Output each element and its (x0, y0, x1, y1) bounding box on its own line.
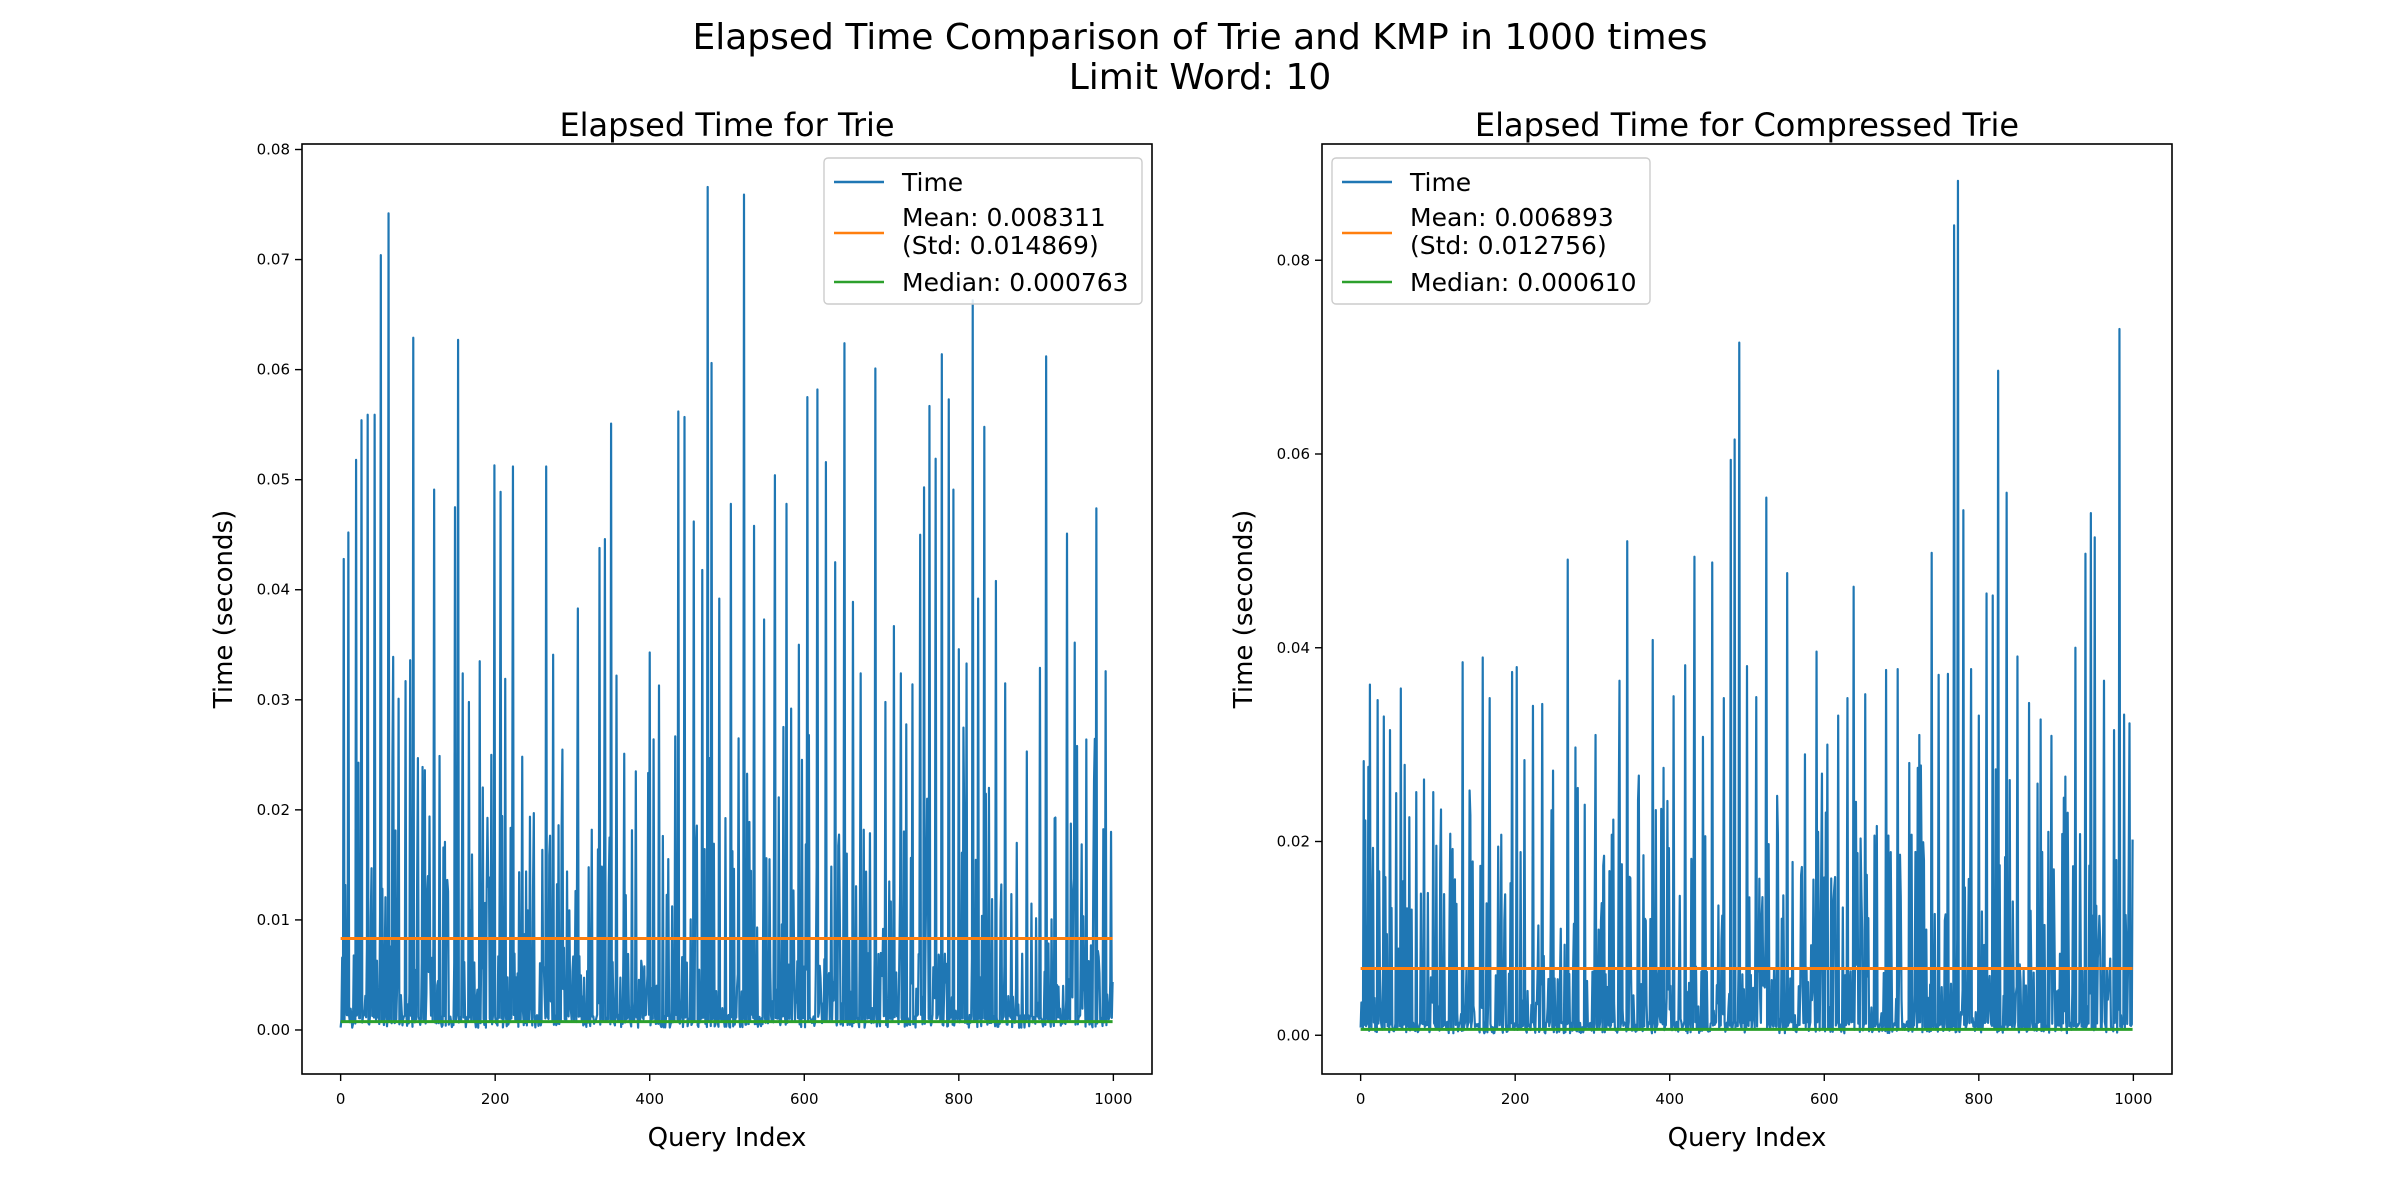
panel1-axes-frame (301, 143, 1153, 1075)
panel1-xtick-label: 400 (635, 1090, 664, 1108)
panel1-ytick-label: 0.07 (257, 251, 290, 269)
panel2-ytick-label: 0.02 (1277, 833, 1310, 851)
panel2-xtick-label: 1000 (2114, 1090, 2152, 1108)
panel1-xtick-label: 600 (790, 1090, 819, 1108)
panel2-xtick-label: 0 (1356, 1090, 1366, 1108)
panel1-ytick-label: 0.06 (257, 361, 290, 379)
panel1-ytick-label: 0.04 (257, 581, 290, 599)
panel2-title: Elapsed Time for Compressed Trie (1475, 106, 2019, 144)
panel1-ytick-label: 0.05 (257, 471, 290, 489)
panel2-legend-label-mean: (Std: 0.012756) (1410, 231, 1607, 260)
panel1-legend-box (823, 157, 1143, 305)
panel1-ytick-label: 0.03 (257, 691, 290, 709)
panel2-legend-label-mean: Mean: 0.006893 (1410, 203, 1614, 232)
panel1-legend-label-median: Median: 0.000763 (902, 268, 1129, 297)
panel2-legend-box (1331, 157, 1651, 305)
panel2-legend-label-time: Time (1409, 168, 1471, 197)
panel1-ylabel: Time (seconds) (209, 510, 239, 709)
figure-suptitle-line1: Elapsed Time Comparison of Trie and KMP … (692, 17, 1708, 58)
panel2-xtick-label: 400 (1655, 1090, 1684, 1108)
panel2-ylabel: Time (seconds) (1229, 510, 1259, 709)
panel1-ytick-label: 0.00 (257, 1021, 290, 1039)
panel1-title: Elapsed Time for Trie (559, 106, 894, 144)
panel1-ytick-label: 0.02 (257, 801, 290, 819)
panel1-xlabel: Query Index (648, 1123, 807, 1153)
panel1-series-time (339, 185, 1114, 1029)
panel2-ytick-label: 0.04 (1277, 639, 1310, 657)
panel1-legend-label-mean: (Std: 0.014869) (902, 231, 1099, 260)
panel2-legend-label-median: Median: 0.000610 (1410, 268, 1637, 297)
panel2-ytick-label: 0.00 (1277, 1026, 1310, 1044)
panel2-xlabel: Query Index (1668, 1123, 1827, 1153)
panel2-series-time (1359, 179, 2134, 1035)
panel1-legend-label-mean: Mean: 0.008311 (902, 203, 1106, 232)
panel1-xtick-label: 1000 (1094, 1090, 1132, 1108)
panel2-xtick-label: 200 (1501, 1090, 1530, 1108)
panel1-legend-label-time: Time (901, 168, 963, 197)
panel2-xtick-label: 800 (1964, 1090, 1993, 1108)
figure-suptitle-line2: Limit Word: 10 (1068, 57, 1332, 98)
panel2-axes-frame (1321, 143, 2173, 1075)
panel1-ytick-label: 0.08 (257, 141, 290, 159)
panel1-xtick-label: 200 (481, 1090, 510, 1108)
panel1-xtick-label: 800 (944, 1090, 973, 1108)
panel1-xtick-label: 0 (336, 1090, 346, 1108)
panel2-xtick-label: 600 (1810, 1090, 1839, 1108)
panel2-ytick-label: 0.08 (1277, 251, 1310, 269)
panel1-ytick-label: 0.01 (257, 911, 290, 929)
panel2-ytick-label: 0.06 (1277, 445, 1310, 463)
